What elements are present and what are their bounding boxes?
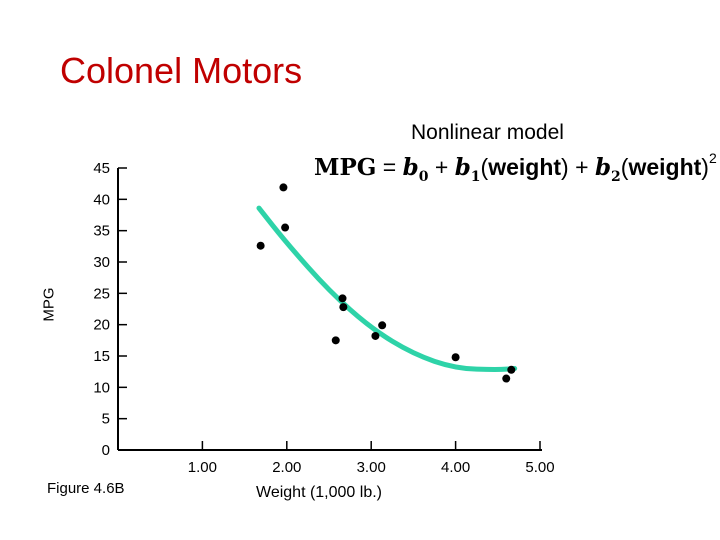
y-axis-label: MPG <box>40 287 58 322</box>
formula-b2: b2 <box>594 154 621 185</box>
formula-b0-sub: 0 <box>418 169 429 185</box>
formula-plus-1: + <box>434 154 449 180</box>
y-tick-label-40: 40 <box>93 191 110 208</box>
slide-title: Colonel Motors <box>60 50 303 91</box>
y-tick-label-0: 0 <box>102 442 110 459</box>
formula-b0: b0 <box>402 154 429 185</box>
x-tick-label-5.00: 5.00 <box>525 459 554 476</box>
formula-equals: = <box>382 154 397 180</box>
formula-b1: b1 <box>454 154 481 185</box>
figure-caption: Figure 4.6B <box>47 480 125 497</box>
y-tick-label-30: 30 <box>93 254 110 271</box>
data-point-9 <box>451 353 460 362</box>
formula-exponent: 2 <box>708 150 717 166</box>
chart-title: Nonlinear model <box>411 121 564 144</box>
regression-formula: MPG = b0 + b1(weight) + b2(weight)2 <box>314 150 717 185</box>
x-tick-label-1.00: 1.00 <box>188 459 217 476</box>
data-point-6 <box>339 303 348 312</box>
formula-plus-2: + <box>575 154 589 180</box>
x-axis-label: Weight (1,000 lb.) <box>256 484 382 501</box>
y-tick-label-10: 10 <box>93 379 110 396</box>
fit-curve <box>256 205 518 372</box>
y-tick-label-5: 5 <box>102 411 110 428</box>
y-tick-label-45: 45 <box>93 160 110 177</box>
data-point-5 <box>338 294 347 303</box>
formula-paren-close-2: ) <box>701 154 709 180</box>
formula-paren-close-1: ) <box>561 154 569 180</box>
y-tick-label-20: 20 <box>93 317 110 334</box>
data-point-4 <box>331 336 340 345</box>
formula-term-weight-squared: weight <box>628 154 702 180</box>
x-tick-label-4.00: 4.00 <box>441 459 470 476</box>
formula-lhs: MPG <box>314 154 377 181</box>
y-tick-label-35: 35 <box>93 223 110 240</box>
data-point-11 <box>507 365 516 374</box>
data-point-1 <box>256 241 265 250</box>
data-point-7 <box>371 331 380 340</box>
formula-term-weight: weight <box>488 154 562 180</box>
formula-paren-open-2: ( <box>620 154 629 180</box>
x-tick-label-3.00: 3.00 <box>357 459 386 476</box>
y-tick-label-15: 15 <box>93 348 110 365</box>
formula-b2-sub: 2 <box>611 169 621 185</box>
data-point-3 <box>281 223 290 232</box>
formula-paren-open-1: ( <box>480 154 489 180</box>
y-tick-label-25: 25 <box>93 285 110 302</box>
data-point-10 <box>502 374 511 383</box>
data-point-8 <box>378 321 387 330</box>
formula-b1-sub: 1 <box>470 169 481 185</box>
x-tick-label-2.00: 2.00 <box>272 459 301 476</box>
data-point-2 <box>279 183 288 192</box>
